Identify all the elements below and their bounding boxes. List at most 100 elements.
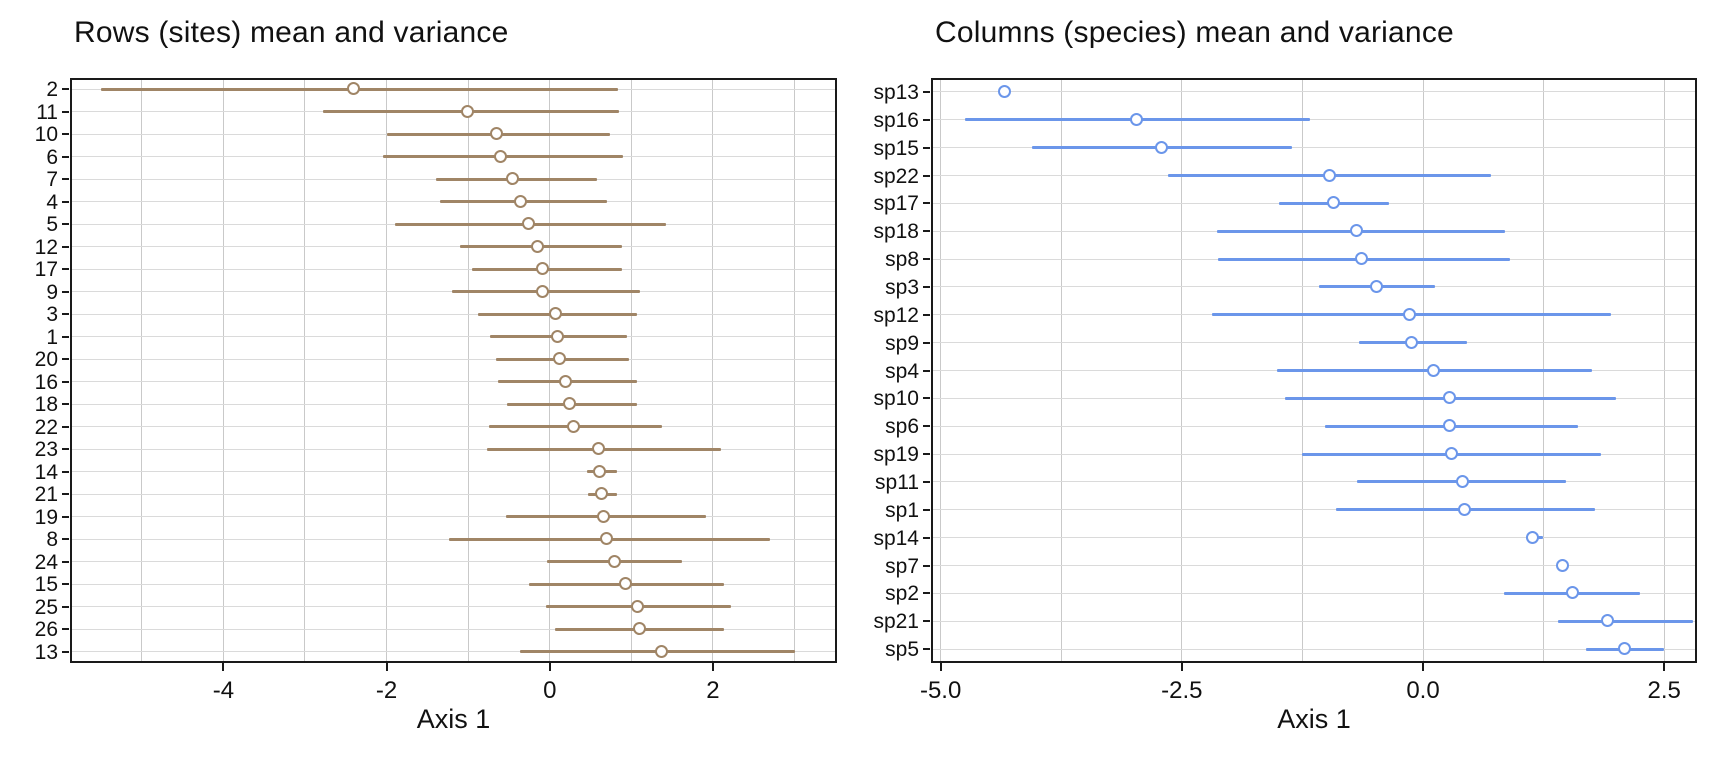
y-tick-mark: [62, 493, 69, 496]
y-tick-mark: [62, 335, 69, 338]
mean-point: [1405, 335, 1419, 349]
x-tick-mark: [1180, 663, 1183, 671]
y-tick-mark: [923, 453, 930, 456]
mean-point: [522, 217, 536, 231]
y-tick-mark: [923, 90, 930, 93]
y-tick-mark: [923, 313, 930, 316]
y-tick-mark: [923, 202, 930, 205]
mean-point: [1402, 307, 1416, 321]
y-tick-mark: [62, 380, 69, 383]
y-tick-mark: [62, 133, 69, 136]
y-tick-label: sp14: [873, 526, 919, 550]
y-tick-mark: [923, 285, 930, 288]
mean-point: [595, 487, 608, 501]
mean-point: [599, 532, 613, 546]
horizontal-gridline: [72, 606, 835, 608]
y-tick-label: sp17: [873, 192, 919, 216]
y-tick-label: 21: [34, 483, 58, 507]
y-tick-label: sp19: [873, 443, 919, 467]
y-tick-mark: [62, 178, 69, 181]
y-tick-label: sp10: [873, 387, 919, 411]
horizontal-gridline: [72, 583, 835, 585]
y-tick-label: 4: [46, 190, 58, 214]
mean-point: [596, 509, 610, 523]
y-tick-mark: [62, 290, 69, 293]
y-tick-label: sp1: [885, 498, 919, 522]
mean-point: [1426, 363, 1440, 377]
y-tick-mark: [923, 564, 930, 567]
horizontal-gridline: [933, 481, 1695, 483]
y-tick-label: sp11: [875, 470, 919, 494]
mean-point: [506, 172, 520, 186]
horizontal-gridline: [72, 426, 835, 428]
horizontal-gridline: [72, 516, 835, 518]
y-tick-mark: [62, 200, 69, 203]
horizontal-gridline: [72, 268, 835, 270]
x-tick-label: 2.5: [1647, 677, 1681, 704]
mean-point: [567, 419, 581, 433]
sites-plot-area: [70, 78, 837, 663]
mean-point: [536, 262, 550, 276]
y-tick-mark: [923, 146, 930, 149]
y-tick-mark: [62, 358, 69, 361]
y-tick-mark: [62, 538, 69, 541]
y-tick-label: sp3: [885, 275, 919, 299]
y-tick-mark: [62, 560, 69, 563]
y-tick-label: 17: [34, 258, 58, 282]
y-tick-label: sp16: [873, 108, 919, 132]
y-tick-label: 14: [34, 460, 58, 484]
y-tick-label: sp22: [873, 164, 919, 188]
right-x-axis-label: Axis 1: [1277, 704, 1351, 734]
y-tick-mark: [62, 223, 69, 226]
y-tick-mark: [62, 583, 69, 586]
y-tick-label: 1: [46, 325, 58, 349]
horizontal-gridline: [933, 342, 1695, 344]
mean-point: [563, 397, 577, 411]
mean-point: [1617, 642, 1631, 656]
vertical-gridline: [630, 80, 632, 661]
horizontal-gridline: [933, 286, 1695, 288]
horizontal-gridline: [933, 425, 1695, 427]
x-tick-mark: [711, 663, 714, 671]
left-x-axis-label: Axis 1: [416, 704, 491, 734]
vertical-gridline: [712, 80, 714, 661]
x-tick-label: 0: [543, 677, 557, 704]
y-tick-mark: [923, 508, 930, 511]
mean-point: [1443, 419, 1457, 433]
mean-point: [493, 149, 507, 163]
mean-point: [1355, 252, 1369, 266]
x-tick-label: -2: [375, 677, 398, 704]
x-tick-mark: [1422, 663, 1424, 671]
horizontal-gridline: [72, 358, 835, 360]
y-tick-mark: [923, 536, 930, 539]
mean-point: [1565, 586, 1579, 600]
y-tick-mark: [923, 258, 930, 261]
left-panel-title: Rows (sites) mean and variance: [74, 16, 509, 49]
y-tick-label: 5: [46, 213, 58, 237]
y-tick-label: sp15: [873, 136, 919, 160]
mean-point: [654, 644, 668, 658]
mean-point: [1443, 391, 1457, 405]
x-tick-mark: [222, 663, 225, 671]
y-tick-label: 26: [34, 618, 58, 642]
y-tick-mark: [62, 110, 69, 113]
vertical-gridline: [304, 80, 306, 661]
mean-point: [536, 284, 550, 298]
vertical-gridline: [794, 80, 796, 661]
mean-point: [591, 442, 605, 456]
mean-point: [1444, 447, 1458, 461]
y-tick-label: sp8: [885, 248, 919, 272]
mean-point: [1458, 502, 1472, 516]
mean-point: [1601, 614, 1615, 628]
mean-point: [998, 84, 1012, 98]
mean-point: [514, 194, 528, 208]
x-tick-label: -2.5: [1161, 677, 1203, 704]
y-tick-label: 13: [34, 640, 58, 664]
y-tick-label: 11: [36, 100, 58, 124]
x-tick-label: -5.0: [919, 677, 962, 704]
y-tick-mark: [923, 425, 930, 428]
mean-point: [1369, 279, 1383, 293]
vertical-gridline: [386, 80, 388, 661]
y-tick-label: 6: [46, 145, 58, 169]
y-tick-label: sp21: [873, 610, 919, 634]
